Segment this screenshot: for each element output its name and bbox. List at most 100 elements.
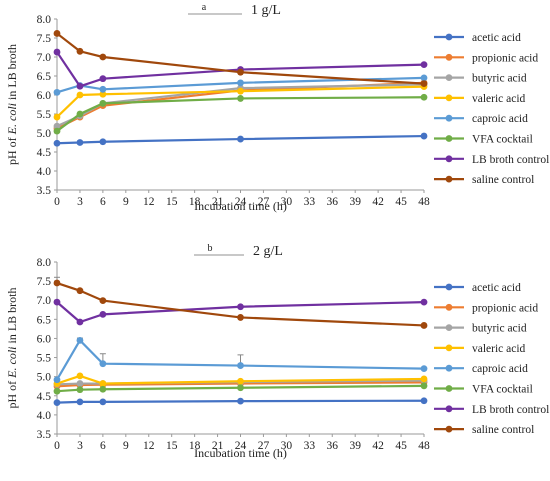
y-tick-label: 4.5: [37, 147, 52, 159]
x-tick-label: 3: [77, 440, 83, 452]
x-tick-label: 12: [143, 196, 155, 208]
x-tick-label: 6: [100, 196, 106, 208]
data-point: [53, 113, 61, 121]
data-point: [420, 61, 428, 68]
y-axis-label-part: pH of: [5, 134, 19, 165]
x-axis-label: Incubation time (h): [194, 199, 287, 213]
series-line: [56, 96, 425, 132]
data-point: [420, 80, 428, 87]
data-point: [420, 93, 428, 101]
y-tick-label: 5.0: [37, 128, 52, 140]
x-tick-label: 39: [349, 440, 361, 452]
x-tick-label: 12: [143, 440, 155, 452]
data-point: [53, 122, 61, 130]
data-point: [76, 380, 84, 387]
y-axis-label: pH of E. coli in LB broth: [5, 44, 19, 165]
legend-marker: [445, 344, 453, 352]
data-point: [99, 385, 107, 393]
data-point: [53, 279, 61, 287]
legend-label: LB broth control: [472, 404, 549, 416]
data-point: [99, 310, 107, 318]
data-point: [76, 386, 84, 394]
legend-label: butyric acid: [472, 73, 527, 85]
data-point: [53, 298, 61, 306]
legend-label: saline control: [472, 424, 534, 436]
legend-label: propionic acid: [472, 52, 538, 64]
data-point: [76, 47, 84, 55]
series-vfa-cocktail: [53, 382, 428, 395]
data-point: [237, 303, 244, 311]
legend-label: propionic acid: [472, 302, 538, 314]
legend-marker: [445, 53, 453, 61]
legend-marker: [445, 74, 453, 81]
y-tick-label: 6.0: [37, 90, 52, 102]
legend-label: caproic acid: [472, 113, 528, 125]
data-point: [420, 365, 428, 373]
data-point: [237, 377, 244, 385]
data-point: [53, 30, 61, 37]
data-point: [99, 360, 107, 368]
x-tick-label: 45: [395, 196, 407, 208]
legend-label: VFA cocktail: [472, 134, 533, 146]
legend-marker: [445, 33, 453, 41]
y-tick-label: 4.0: [37, 166, 52, 178]
y-tick-label: 4.0: [37, 410, 52, 422]
x-tick-label: 42: [372, 196, 384, 208]
series-acetic-acid: [53, 397, 428, 407]
x-tick-label: 0: [54, 440, 60, 452]
y-tick-label: 7.5: [37, 276, 52, 288]
legend-marker: [445, 155, 453, 163]
data-point: [76, 318, 84, 326]
series-lb-broth-control: [53, 298, 428, 326]
data-point: [99, 90, 107, 98]
data-point: [420, 132, 428, 140]
data-point: [420, 298, 428, 306]
data-point: [76, 82, 84, 90]
y-tick-label: 7.0: [37, 295, 52, 307]
series-vfa-cocktail: [53, 93, 428, 135]
y-tick-label: 5.0: [37, 372, 52, 384]
data-point: [99, 380, 107, 387]
x-tick-label: 42: [372, 440, 384, 452]
x-tick-label: 6: [100, 440, 106, 452]
data-point: [76, 372, 84, 380]
data-point: [237, 362, 244, 369]
x-tick-label: 45: [395, 440, 407, 452]
x-tick-label: 24: [235, 196, 247, 208]
x-tick-label: 27: [258, 440, 270, 452]
y-axis-label-part: in LB broth: [5, 288, 19, 347]
legend-label: acetic acid: [472, 282, 521, 294]
x-tick-label: 36: [327, 440, 339, 452]
data-point: [76, 336, 84, 344]
legend-marker: [445, 324, 453, 331]
data-point: [99, 138, 107, 146]
data-point: [99, 85, 107, 93]
series-caproic-acid: [53, 336, 428, 384]
y-axis-label-part: E. coli: [5, 347, 19, 379]
data-point: [76, 398, 84, 406]
y-tick-label: 8.0: [37, 257, 52, 269]
y-tick-label: 5.5: [37, 353, 52, 365]
x-tick-label: 15: [166, 440, 178, 452]
x-tick-label: 0: [54, 196, 60, 208]
data-point: [53, 48, 61, 56]
y-tick-label: 5.5: [37, 109, 52, 121]
series-line: [56, 32, 425, 85]
x-tick-label: 21: [212, 196, 224, 208]
legend-label: butyric acid: [472, 323, 527, 335]
x-tick-label: 21: [212, 440, 224, 452]
series-saline-control: [53, 276, 428, 329]
data-point: [99, 99, 107, 107]
data-point: [420, 397, 428, 405]
chart-title: 2 g/L: [253, 244, 283, 259]
data-point: [237, 135, 244, 143]
y-axis-label: pH of E. coli in LB broth: [5, 288, 19, 409]
x-tick-label: 3: [77, 196, 83, 208]
data-point: [99, 75, 107, 83]
data-point: [237, 384, 244, 392]
data-point: [53, 88, 61, 96]
data-point: [420, 322, 428, 329]
data-point: [237, 68, 244, 76]
legend-marker: [445, 405, 453, 413]
